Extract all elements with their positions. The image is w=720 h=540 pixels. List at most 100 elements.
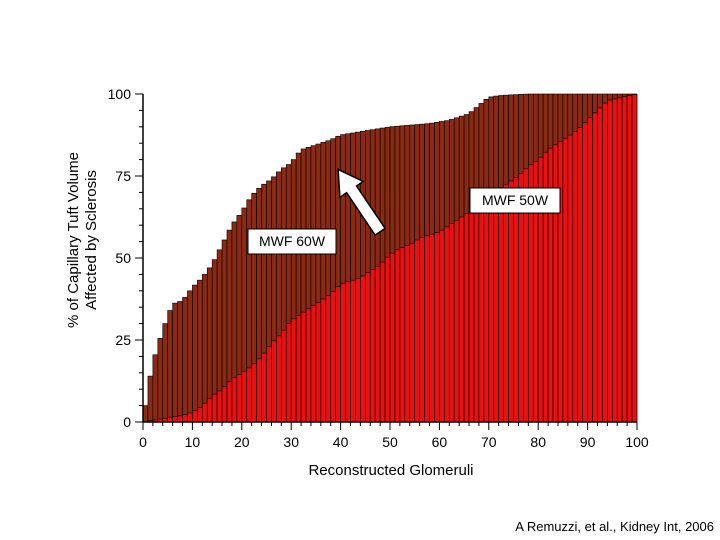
bar-50w [177, 415, 183, 423]
bar-50w [206, 397, 213, 423]
bar-50w [607, 99, 613, 423]
bar-50w [473, 206, 480, 423]
x-tick-label: 10 [185, 434, 201, 450]
bar-50w [221, 386, 228, 423]
y-tick-label: 25 [115, 332, 131, 348]
bar-60w [201, 274, 208, 423]
bar-50w [557, 141, 564, 423]
bar-50w [404, 245, 411, 423]
bar-50w [424, 235, 430, 423]
bar-50w [498, 187, 504, 423]
bar-50w [320, 298, 327, 423]
bar-50w [192, 410, 198, 423]
x-tick-label: 60 [432, 434, 448, 450]
bar-50w [508, 180, 514, 423]
bar-50w [241, 370, 248, 423]
bar-50w [458, 216, 465, 423]
bar-50w [182, 414, 188, 423]
bar-50w [335, 286, 341, 423]
bar-50w [399, 247, 406, 423]
series-label-60w-text: MWF 60W [259, 233, 326, 249]
bar-60w [147, 375, 154, 423]
bar-50w [355, 278, 361, 423]
bar-50w [602, 102, 608, 423]
bar-60w [167, 310, 173, 423]
bar-50w [439, 229, 445, 423]
bar-50w [562, 137, 569, 423]
bar-50w [330, 291, 336, 423]
bar-50w [463, 213, 470, 423]
bar-50w [429, 233, 435, 423]
bar-50w [305, 308, 312, 423]
x-tick-label: 90 [580, 434, 596, 450]
x-tick-label: 30 [283, 434, 299, 450]
bar-50w [300, 311, 307, 423]
x-tick-label: 50 [382, 434, 398, 450]
bar-60w [177, 301, 183, 423]
bar-50w [340, 283, 346, 423]
bar-50w [577, 127, 583, 423]
bar-50w [483, 200, 490, 423]
bar-50w [360, 275, 366, 423]
citation-text: A Remuzzi, et al., Kidney Int, 2006 [515, 519, 714, 534]
bar-50w [172, 416, 178, 423]
bar-50w [453, 219, 460, 423]
bar-50w [597, 107, 603, 423]
bar-50w [315, 301, 322, 423]
bar-50w [374, 265, 381, 423]
bar-50w [364, 272, 371, 423]
bar-50w [256, 358, 262, 423]
bar-50w [236, 374, 243, 423]
bar-60w [187, 290, 193, 423]
y-tick-label: 50 [115, 250, 131, 266]
bar-50w [369, 269, 376, 423]
bar-60w [152, 354, 159, 423]
bar-50w [266, 346, 272, 423]
bar-50w [621, 96, 628, 423]
bar-50w [350, 279, 356, 423]
bar-50w [493, 191, 499, 423]
bar-50w [414, 239, 420, 423]
bar-50w [448, 223, 455, 423]
series-label-60w: MWF 60W [247, 228, 337, 255]
bar-50w [197, 406, 203, 423]
bar-50w [246, 367, 252, 423]
bar-60w [172, 302, 178, 423]
bar-50w [488, 196, 495, 423]
bar-60w [182, 297, 188, 423]
bar-60w [197, 279, 203, 423]
bar-50w [582, 122, 588, 423]
bar-50w [325, 295, 332, 423]
bar-50w [276, 335, 282, 423]
y-tick-label: 75 [115, 168, 131, 184]
bar-50w [409, 242, 416, 423]
x-axis-title: Reconstructed Glomeruli [308, 462, 473, 479]
bar-50w [384, 256, 391, 423]
y-axis-title: % of Capillary Tuft Volume Affected by S… [65, 152, 100, 328]
bar-50w [611, 98, 618, 423]
bar-50w [345, 281, 351, 423]
bar-50w [295, 315, 302, 423]
bar-50w [631, 94, 638, 423]
bar-60w [157, 338, 164, 423]
y-axis-title-line-2: Affected by Sclerosis [83, 170, 100, 310]
bar-50w [394, 249, 401, 423]
x-tick-label: 20 [234, 434, 250, 450]
x-tick-label: 40 [333, 434, 349, 450]
bar-50w [211, 393, 218, 423]
bar-50w [389, 252, 396, 423]
y-tick-label: 0 [123, 414, 131, 430]
x-tick-label: 100 [625, 434, 649, 450]
bar-50w [261, 352, 267, 423]
bar-50w [216, 390, 223, 423]
bar-50w [587, 117, 593, 423]
bar-50w [444, 226, 450, 423]
bar-50w [626, 95, 633, 423]
bar-50w [251, 363, 257, 423]
bar-50w [434, 232, 440, 423]
series-label-50w-text: MWF 50W [482, 192, 549, 208]
bar-50w [419, 237, 425, 423]
bar-50w [281, 329, 287, 423]
x-tick-label: 0 [139, 434, 147, 450]
